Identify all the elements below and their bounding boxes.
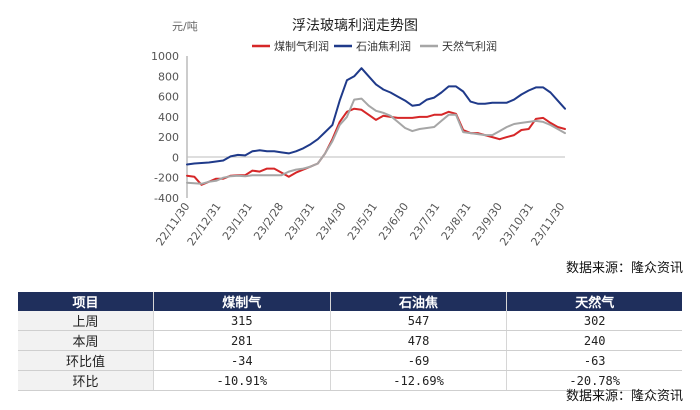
x-tick-label: 23/2/28 [251, 200, 286, 242]
cell-value: -10.91% [152, 370, 331, 391]
x-tick-label: 23/3/31 [282, 200, 317, 242]
y-tick-label: 1000 [151, 50, 179, 63]
cell-value: 302 [506, 311, 682, 331]
legend-label: 石油焦利润 [356, 39, 411, 53]
y-tick-label: 400 [158, 111, 179, 124]
x-tick-label: 23/8/31 [439, 200, 474, 242]
y-tick-label: 0 [172, 151, 179, 164]
data-source-label: 数据来源：隆众资讯 [566, 261, 684, 276]
cell-value: -12.69% [329, 370, 507, 391]
legend-label: 天然气利润 [442, 39, 497, 53]
y-axis-unit: 元/吨 [172, 20, 198, 33]
legend-label: 煤制气利润 [274, 39, 329, 53]
chart-title: 浮法玻璃利润走势图 [292, 17, 418, 34]
header-item: 项目 [18, 292, 154, 311]
row-label: 本周 [18, 330, 154, 351]
y-tick-label: 200 [158, 131, 179, 144]
data-source-label: 数据来源：隆众资讯 [566, 389, 684, 404]
header-petroleum-coke: 石油焦 [329, 292, 507, 311]
header-coal-gas: 煤制气 [152, 292, 331, 311]
cell-value: 547 [329, 311, 507, 331]
cell-value: -63 [506, 350, 682, 371]
chart-legend: 煤制气利润 石油焦利润 天然气利润 [252, 39, 497, 53]
profit-line-chart: 浮法玻璃利润走势图 元/吨 煤制气利润 石油焦利润 天然气利润 -400 -200 0 2… [151, 17, 567, 248]
table-row: 环比 -10.91% -12.69% -20.78% [18, 370, 682, 391]
cell-value: -34 [152, 350, 331, 371]
header-natural-gas: 天然气 [506, 292, 682, 311]
x-tick-label: 23/1/31 [220, 200, 255, 242]
row-label: 环比值 [18, 350, 154, 371]
table-row: 本周 281 478 240 [18, 330, 682, 351]
series-line-0 [186, 107, 566, 186]
series-line-1 [186, 67, 566, 166]
x-tick-label: 23/7/31 [407, 200, 442, 242]
cell-value: -20.78% [506, 370, 682, 391]
cell-value: 240 [506, 330, 682, 351]
y-tick-label: 800 [158, 70, 179, 83]
table-row: 环比值 -34 -69 -63 [18, 350, 682, 371]
series-lines [186, 67, 566, 186]
cell-value: 478 [329, 330, 507, 351]
x-tick-label: 23/5/31 [345, 200, 380, 242]
x-tick-label: 23/6/30 [376, 200, 411, 242]
profit-table: 项目 煤制气 石油焦 天然气 上周 315 547 302 本周 281 478… [18, 292, 682, 391]
row-label: 上周 [18, 311, 154, 331]
y-tick-label: 600 [158, 91, 179, 104]
row-label: 环比 [18, 370, 154, 391]
cell-value: -69 [329, 350, 507, 371]
cell-value: 281 [152, 330, 331, 351]
cell-value: 315 [152, 311, 331, 331]
y-tick-label: -400 [154, 192, 179, 205]
table-header-row: 项目 煤制气 石油焦 天然气 [18, 292, 682, 311]
x-axis: 22/11/3022/12/3123/1/3123/2/2823/3/3123/… [153, 200, 567, 248]
table-row: 上周 315 547 302 [18, 311, 682, 331]
series-line-2 [186, 97, 566, 185]
y-axis: -400 -200 0 200 400 600 800 1000 [151, 50, 179, 205]
x-tick-label: 23/4/30 [314, 200, 349, 242]
y-tick-label: -200 [154, 172, 179, 185]
